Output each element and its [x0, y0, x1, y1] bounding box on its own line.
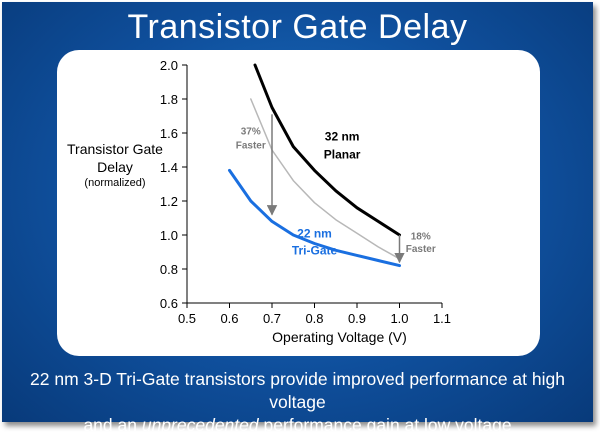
y-tick-label: 1.0: [160, 228, 178, 243]
y-tick-label: 0.8: [160, 262, 178, 277]
y-axis-label-sub: (normalized): [84, 177, 146, 189]
y-tick-label: 1.2: [160, 194, 178, 209]
x-tick-label: 0.8: [305, 311, 323, 326]
y-axis-label-main: Transistor Gate Delay: [67, 141, 163, 175]
series-line-22nm-trigate: [228, 168, 401, 268]
slide-background: Transistor Gate Delay Transistor Gate De…: [2, 2, 593, 435]
gate-delay-chart: 0.60.81.01.21.41.61.82.00.5 0.6 0.7 0.8 0.9 1…: [160, 58, 451, 345]
x-axis-label: Operating Voltage (V): [272, 329, 407, 345]
x-tick-label: 1.0: [390, 311, 408, 326]
x-tick-label: 0.6: [220, 311, 238, 326]
y-tick-label: 1.8: [160, 92, 178, 107]
y-axis-label: Transistor Gate Delay (normalized): [63, 140, 167, 191]
footer-line-2-pre: and an: [83, 415, 142, 435]
x-tick-label: 0.9: [348, 311, 366, 326]
series-line-32nm-planar: [253, 63, 401, 237]
series-line-reference: [250, 98, 401, 260]
annotation-label-18-line2: Faster: [406, 244, 436, 255]
annotation-label-37-line1: 37%: [241, 127, 261, 138]
series-label-22nm-line1: 22 nm: [297, 227, 332, 241]
series-label-32nm-line1: 32 nm: [325, 130, 360, 144]
slide-footer: 22 nm 3-D Tri-Gate transistors provide i…: [2, 368, 593, 437]
y-tick-label: 2.0: [160, 58, 178, 73]
x-tick-label: 1.1: [433, 311, 451, 326]
footer-line-1: 22 nm 3-D Tri-Gate transistors provide i…: [30, 369, 565, 412]
slide-title: Transistor Gate Delay: [127, 8, 468, 46]
x-tick-label: 0.7: [263, 311, 281, 326]
y-tick-label: 0.6: [160, 296, 178, 311]
annotation-label-37-line2: Faster: [236, 140, 266, 151]
series-label-22nm-line2: Tri-Gate: [292, 244, 338, 258]
x-tick-label: 0.5: [178, 311, 196, 326]
footer-line-2-emphasis: unprecedented: [141, 415, 259, 435]
footer-line-2-post: performance gain at low voltage: [258, 415, 512, 435]
chart-panel: Transistor Gate Delay (normalized) 0.6 0.…: [57, 50, 540, 356]
y-tick-label: 1.6: [160, 126, 178, 141]
annotation-label-18-line1: 18%: [411, 231, 431, 242]
footer-line-2: and an unprecedented performance gain at…: [2, 414, 593, 437]
y-tick-label: 1.4: [160, 160, 178, 175]
series-label-32nm-line2: Planar: [324, 148, 361, 162]
